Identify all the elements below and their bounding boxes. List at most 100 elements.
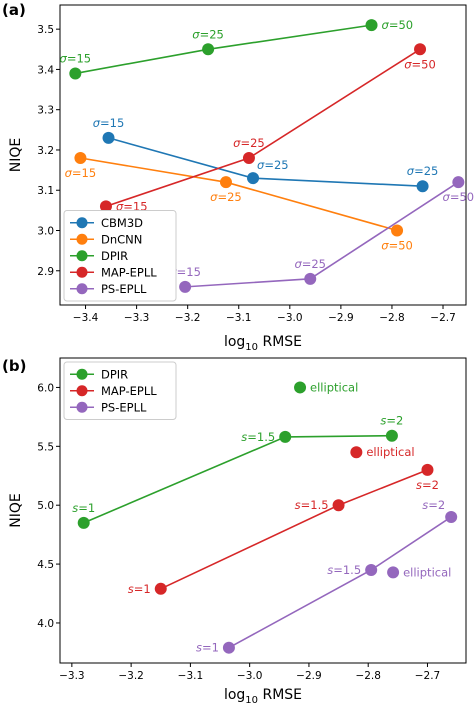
- legend-entry-label: DPIR: [101, 367, 128, 381]
- legend-box: [63, 361, 177, 420]
- x-tick-label: −3.3: [59, 670, 85, 682]
- data-point: [279, 430, 292, 443]
- series-map-epll: s=1 s=1.5 s=2 elliptical: [128, 445, 439, 596]
- point-label: s=1: [128, 582, 151, 596]
- data-point: [421, 463, 434, 476]
- legend-entry-label: DPIR: [101, 249, 128, 263]
- data-point: [416, 180, 429, 193]
- y-tick-label: 3.0: [37, 226, 54, 238]
- data-point: [385, 429, 398, 442]
- panel-letter: (a): [2, 1, 26, 19]
- series-dpir: σ=15 σ=25 σ=50: [60, 18, 414, 80]
- legend-entry-label: MAP-EPLL: [101, 384, 157, 398]
- legend-marker: [76, 368, 88, 380]
- point-label: σ=25: [407, 164, 439, 178]
- legend-entry-label: PS-EPLL: [101, 282, 147, 296]
- legend-marker: [76, 283, 88, 295]
- y-tick-label: 3.3: [37, 105, 54, 117]
- point-label: s=2: [416, 478, 439, 492]
- data-point: [365, 563, 378, 576]
- data-point: [99, 200, 112, 213]
- series-line: [105, 48, 421, 208]
- data-point: [365, 19, 378, 32]
- legend: DPIR MAP-EPLL PS-EPLL: [63, 361, 177, 420]
- point-label: σ=25: [294, 257, 326, 271]
- legend-marker: [76, 385, 88, 397]
- point-label: σ=25: [192, 27, 224, 41]
- chart-panel-b: (b) −3.3 −3.2 −3.1 −3.0 −2.9 −2.8 −2.7 4.0 4.5 5.0…: [2, 357, 467, 706]
- data-point: [219, 176, 232, 189]
- y-tick-label: 3.1: [37, 185, 54, 197]
- x-tick-label: −3.2: [118, 670, 144, 682]
- data-point: [242, 152, 255, 165]
- point-label: σ=15: [93, 116, 125, 130]
- elliptical-point: [350, 446, 363, 459]
- y-axis-label: NIQE: [8, 138, 24, 172]
- legend-entry-label: DnCNN: [101, 232, 142, 246]
- y-tick-label: 3.5: [37, 24, 54, 36]
- panel-letter: (b): [2, 357, 26, 375]
- x-tick-label: −3.1: [178, 670, 204, 682]
- y-tick-label: 2.9: [37, 266, 54, 278]
- legend-entry-label: MAP-EPLL: [101, 265, 157, 279]
- data-point: [154, 582, 167, 595]
- x-axis-label: log10 RMSE: [224, 334, 302, 353]
- point-label: σ=15: [116, 199, 148, 213]
- y-tick-label: 3.4: [37, 64, 54, 76]
- point-label: σ=25: [210, 190, 242, 204]
- data-point: [69, 67, 82, 80]
- elliptical-label: elliptical: [403, 565, 451, 579]
- x-tick-label: −3.0: [237, 670, 263, 682]
- x-tick-label: −2.8: [379, 312, 405, 324]
- y-tick-label: 5.5: [37, 441, 54, 453]
- data-point: [445, 510, 458, 523]
- point-label: s=1.5: [327, 563, 361, 577]
- point-label: s=1: [196, 641, 219, 655]
- x-tick-label: −3.0: [277, 312, 303, 324]
- x-tick-label: −2.7: [430, 312, 456, 324]
- x-axis-label: log10 RMSE: [224, 687, 302, 706]
- legend-marker: [76, 217, 88, 229]
- x-tick-label: −3.2: [175, 312, 201, 324]
- point-label: σ=25: [233, 136, 265, 150]
- series-ps-epll: s=1 s=1.5 s=2 elliptical: [196, 498, 458, 655]
- y-tick-label: 4.0: [37, 618, 54, 630]
- plot-frame: [59, 4, 467, 306]
- y-axis-label: NIQE: [8, 493, 24, 527]
- series-dncnn: σ=15 σ=25 σ=50: [65, 152, 413, 253]
- elliptical-label: elliptical: [310, 380, 358, 394]
- x-tick-label: −2.9: [296, 670, 322, 682]
- point-label: σ=50: [381, 239, 413, 253]
- x-tick-label: −3.4: [73, 312, 99, 324]
- data-point: [304, 272, 317, 285]
- data-point: [452, 176, 465, 189]
- point-label: σ=15: [65, 166, 97, 180]
- y-tick-label: 4.5: [37, 559, 54, 571]
- legend-marker: [76, 266, 88, 278]
- point-label: s=1: [72, 501, 95, 515]
- x-tick-label: −2.8: [355, 670, 381, 682]
- legend-marker: [76, 233, 88, 245]
- legend-marker: [76, 250, 88, 262]
- elliptical-point: [387, 566, 400, 579]
- data-point: [202, 43, 215, 56]
- point-label: σ=50: [404, 57, 436, 71]
- plot-frame: [59, 357, 467, 664]
- data-point: [74, 152, 87, 165]
- data-point: [414, 43, 427, 56]
- point-label: σ=50: [382, 18, 414, 32]
- x-tick-label: −3.3: [124, 312, 150, 324]
- point-label: s=2: [380, 414, 403, 428]
- elliptical-point: [294, 381, 307, 394]
- data-point: [247, 172, 260, 185]
- series-ps-epll: σ=15σ=25σ=50: [169, 176, 474, 293]
- series-map-epll: σ=15 σ=25 σ=50: [99, 43, 436, 213]
- x-tick-label: −2.7: [415, 670, 441, 682]
- point-label: s=1.5: [241, 430, 275, 444]
- data-point: [179, 280, 192, 293]
- legend-entry-label: PS-EPLL: [101, 400, 147, 414]
- data-point: [391, 224, 404, 237]
- legend-entry-label: CBM3D: [101, 216, 143, 230]
- y-tick-label: 6.0: [37, 382, 54, 394]
